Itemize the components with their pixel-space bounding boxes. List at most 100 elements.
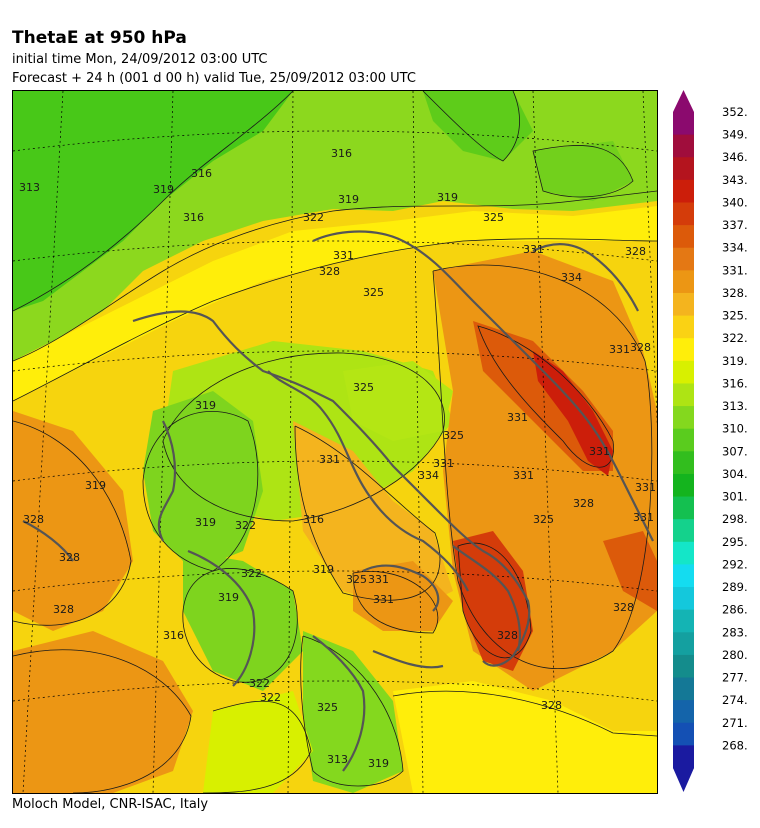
contour-label: 319 <box>195 399 216 412</box>
contour-label: 316 <box>163 629 184 642</box>
contours <box>13 91 657 793</box>
colorbar-segment <box>673 112 694 136</box>
contour-label: 322 <box>303 211 324 224</box>
field-green-sardinia <box>183 551 303 691</box>
colorbar-segment <box>673 406 694 430</box>
colorbar-tick-label: 346. <box>722 150 748 164</box>
contour-label: 328 <box>541 699 562 712</box>
contour-label: 331 <box>589 445 610 458</box>
colorbar-tick-label: 283. <box>722 625 748 639</box>
contour-label: 331 <box>507 411 528 424</box>
contour-label: 328 <box>319 265 340 278</box>
contour-label: 328 <box>573 497 594 510</box>
contour-label: 319 <box>338 193 359 206</box>
field-orange-east <box>433 251 657 691</box>
contour-label: 325 <box>363 286 384 299</box>
contour-label: 328 <box>630 341 651 354</box>
colorbar-tick-label: 322. <box>722 331 748 345</box>
colorbar-segment <box>673 179 694 203</box>
colorbar-tick-label: 286. <box>722 603 748 617</box>
contour-label: 316 <box>183 211 204 224</box>
contour-label: 319 <box>85 479 106 492</box>
contour-label: 325 <box>317 701 338 714</box>
field-green-central2 <box>143 391 263 571</box>
contour-label: 331 <box>523 243 544 256</box>
colorbar-segment <box>673 609 694 633</box>
colorbar-top-arrow <box>673 90 694 112</box>
field-orange-west <box>13 411 133 631</box>
colorbar-tick-label: 298. <box>722 512 748 526</box>
colorbar-tick-label: 280. <box>722 648 748 662</box>
colorbar-segment <box>673 292 694 317</box>
colorbar-tick-label: 307. <box>722 444 748 458</box>
contour-label: 334 <box>561 271 582 284</box>
colorbar-segment <box>673 451 694 475</box>
colorbar-segment <box>673 519 694 543</box>
field-lime-south <box>203 691 313 793</box>
colorbar-segments <box>673 112 694 769</box>
field-green-south <box>303 631 403 793</box>
contour-label: 319 <box>153 183 174 196</box>
colorbar-segment <box>673 473 694 498</box>
colorbar-segment <box>673 564 694 588</box>
contour-label: 319 <box>368 757 389 770</box>
contour-label: 328 <box>625 245 646 258</box>
coastlines <box>22 230 654 772</box>
contour-label: 319 <box>218 591 239 604</box>
colorbar-tick-label: 271. <box>722 716 748 730</box>
colorbar-tick-label: 304. <box>722 467 748 481</box>
colorbar-segment <box>673 247 694 271</box>
contour-label: 331 <box>373 593 394 606</box>
colorbar-tick-label: 289. <box>722 580 748 594</box>
colorbar-ticks: 352. 349. 346. 343. 340. 337. 334. 331. 328. 325.… <box>722 105 748 752</box>
colorbar-bottom-arrow <box>673 768 694 792</box>
colorbar-tick-label: 301. <box>722 490 748 504</box>
colorbar-segment <box>673 632 694 656</box>
contour-label: 331 <box>433 457 454 470</box>
colorbar-tick-label: 292. <box>722 557 748 571</box>
colorbar-tick-label: 316. <box>722 376 748 390</box>
contour-label: 325 <box>443 429 464 442</box>
colorbar-segment <box>673 270 694 294</box>
colorbar-tick-label: 295. <box>722 535 748 549</box>
colorbar-segment <box>673 360 694 384</box>
contour-label: 325 <box>346 573 367 586</box>
field-green-ne <box>423 91 533 161</box>
contour-label: 328 <box>53 603 74 616</box>
contour-label: 319 <box>313 563 334 576</box>
contour-label: 331 <box>333 249 354 262</box>
colorbar-segment <box>673 383 694 407</box>
colorbar-segment <box>673 157 694 181</box>
colorbar-segment <box>673 654 694 679</box>
contour-label: 322 <box>235 519 256 532</box>
contour-label: 322 <box>249 677 270 690</box>
contour-label: 322 <box>260 691 281 704</box>
contour-label: 319 <box>195 516 216 529</box>
graticule <box>13 91 657 793</box>
contour-label: 331 <box>513 469 534 482</box>
contour-label: 325 <box>353 381 374 394</box>
colorbar-segment <box>673 134 694 158</box>
colorbar-tick-label: 331. <box>722 263 748 277</box>
contour-label: 313 <box>327 753 348 766</box>
colorbar-segment <box>673 225 694 249</box>
contour-label: 325 <box>483 211 504 224</box>
colorbar-tick-label: 325. <box>722 309 748 323</box>
contour-label: 319 <box>437 191 458 204</box>
contour-label: 328 <box>497 629 518 642</box>
contour-label: 334 <box>418 469 439 482</box>
colorbar-segment <box>673 677 694 701</box>
contour-label: 322 <box>241 567 262 580</box>
colorbar: 352. 349. 346. 343. 340. 337. 334. 331. 328. 325.… <box>673 90 748 792</box>
contour-label: 331 <box>609 343 630 356</box>
contour-label: 331 <box>633 511 654 524</box>
contour-label: 328 <box>613 601 634 614</box>
contour-label: 328 <box>59 551 80 564</box>
forecast-label: Forecast + 24 h (001 d 00 h) valid Tue, … <box>12 71 416 86</box>
colorbar-tick-label: 352. <box>722 105 748 119</box>
colorbar-segment <box>673 202 694 226</box>
field-yellow-band <box>13 206 657 401</box>
initial-time-label: initial time Mon, 24/09/2012 03:00 UTC <box>12 52 268 67</box>
